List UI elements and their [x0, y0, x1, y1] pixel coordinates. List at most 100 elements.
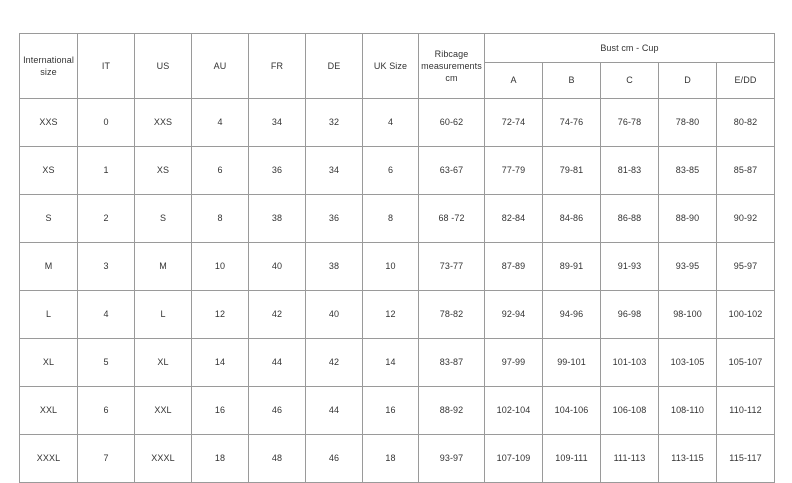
- cell-bust-cup: 92-94: [484, 290, 543, 339]
- cell-international-size: XS: [19, 146, 78, 195]
- cell-de: 42: [305, 338, 363, 387]
- column-header-cup-edd: E/DD: [716, 62, 775, 99]
- cell-it: 4: [77, 290, 135, 339]
- cell-bust-cup: 86-88: [600, 194, 659, 243]
- column-header-uk-size: UK Size: [362, 33, 419, 99]
- cell-international-size: XL: [19, 338, 78, 387]
- cell-bust-cup: 104-106: [542, 386, 601, 435]
- cell-bust-cup: 100-102: [716, 290, 775, 339]
- cell-international-size: XXL: [19, 386, 78, 435]
- table-header: International size IT US AU FR DE UK Siz…: [19, 33, 775, 99]
- table-body: XXS 0 XXS 4 34 32 4 60-62 72-74 74-76 76-78 78-80 80…: [19, 98, 775, 483]
- column-header-cup-c: C: [600, 62, 659, 99]
- cell-au: 10: [191, 242, 249, 291]
- cell-bust-cup: 77-79: [484, 146, 543, 195]
- cell-de: 40: [305, 290, 363, 339]
- cell-ribcage: 68 -72: [418, 194, 485, 243]
- cell-bust-cup: 88-90: [658, 194, 717, 243]
- column-header-au: AU: [191, 33, 249, 99]
- cell-bust-cup: 91-93: [600, 242, 659, 291]
- cell-uk-size: 10: [362, 242, 419, 291]
- cell-fr: 44: [248, 338, 306, 387]
- cell-bust-cup: 111-113: [600, 434, 659, 483]
- cell-it: 0: [77, 98, 135, 147]
- cell-uk-size: 8: [362, 194, 419, 243]
- table-row: XL 5 XL 14 44 42 14 83-87 97-99 99-101 101-103 103-…: [19, 338, 775, 387]
- cell-ribcage: 93-97: [418, 434, 485, 483]
- cell-us: XXL: [134, 386, 192, 435]
- cell-de: 38: [305, 242, 363, 291]
- cell-de: 34: [305, 146, 363, 195]
- cell-us: XL: [134, 338, 192, 387]
- header-row-primary: International size IT US AU FR DE UK Siz…: [19, 33, 775, 99]
- cell-fr: 34: [248, 98, 306, 147]
- cell-de: 36: [305, 194, 363, 243]
- cell-bust-cup: 99-101: [542, 338, 601, 387]
- cell-ribcage: 63-67: [418, 146, 485, 195]
- cell-ribcage: 78-82: [418, 290, 485, 339]
- cell-bust-cup: 103-105: [658, 338, 717, 387]
- cell-de: 44: [305, 386, 363, 435]
- cell-uk-size: 14: [362, 338, 419, 387]
- cell-fr: 40: [248, 242, 306, 291]
- cell-international-size: M: [19, 242, 78, 291]
- cell-bust-cup: 96-98: [600, 290, 659, 339]
- column-header-de: DE: [305, 33, 363, 99]
- cell-au: 8: [191, 194, 249, 243]
- cell-au: 12: [191, 290, 249, 339]
- cell-us: M: [134, 242, 192, 291]
- cell-international-size: XXS: [19, 98, 78, 147]
- cell-us: S: [134, 194, 192, 243]
- column-header-ribcage-measurements: Ribcage measurements cm: [418, 33, 485, 99]
- cell-bust-cup: 95-97: [716, 242, 775, 291]
- cell-au: 14: [191, 338, 249, 387]
- column-header-us: US: [134, 33, 192, 99]
- cell-bust-cup: 72-74: [484, 98, 543, 147]
- cell-fr: 38: [248, 194, 306, 243]
- cell-international-size: XXXL: [19, 434, 78, 483]
- cell-bust-cup: 108-110: [658, 386, 717, 435]
- cell-bust-cup: 97-99: [484, 338, 543, 387]
- cell-bust-cup: 93-95: [658, 242, 717, 291]
- size-chart-table: International size IT US AU FR DE UK Siz…: [19, 33, 775, 483]
- cell-bust-cup: 109-111: [542, 434, 601, 483]
- cell-bust-cup: 90-92: [716, 194, 775, 243]
- cell-bust-cup: 78-80: [658, 98, 717, 147]
- table-row: XXL 6 XXL 16 46 44 16 88-92 102-104 104-106 106-10…: [19, 386, 775, 435]
- cell-bust-cup: 106-108: [600, 386, 659, 435]
- cell-us: XS: [134, 146, 192, 195]
- cell-bust-cup: 84-86: [542, 194, 601, 243]
- cell-bust-cup: 82-84: [484, 194, 543, 243]
- header-row-cups: A B C D E/DD: [20, 62, 775, 99]
- cell-au: 4: [191, 98, 249, 147]
- table-row: S 2 S 8 38 36 8 68 -72 82-84 84-86 86-88 88-90 90-92: [19, 194, 775, 243]
- cell-bust-cup: 76-78: [600, 98, 659, 147]
- cell-uk-size: 16: [362, 386, 419, 435]
- cell-uk-size: 12: [362, 290, 419, 339]
- table-row: XXXL 7 XXXL 18 48 46 18 93-97 107-109 109-111 111-…: [19, 434, 775, 483]
- column-header-cup-b: B: [542, 62, 601, 99]
- table-row: XS 1 XS 6 36 34 6 63-67 77-79 79-81 81-83 83-85 85-8…: [19, 146, 775, 195]
- cell-international-size: S: [19, 194, 78, 243]
- cell-ribcage: 60-62: [418, 98, 485, 147]
- size-chart-page: International size IT US AU FR DE UK Siz…: [19, 33, 775, 483]
- column-header-it: IT: [77, 33, 135, 99]
- cell-de: 46: [305, 434, 363, 483]
- cell-bust-cup: 113-115: [658, 434, 717, 483]
- table-row: M 3 M 10 40 38 10 73-77 87-89 89-91 91-93 93-95 95-9…: [19, 242, 775, 291]
- cell-ribcage: 83-87: [418, 338, 485, 387]
- cell-bust-cup: 79-81: [542, 146, 601, 195]
- cell-bust-cup: 94-96: [542, 290, 601, 339]
- cell-fr: 48: [248, 434, 306, 483]
- cell-bust-cup: 81-83: [600, 146, 659, 195]
- cell-bust-cup: 83-85: [658, 146, 717, 195]
- column-header-cup-a: A: [484, 62, 543, 99]
- cell-it: 6: [77, 386, 135, 435]
- cell-it: 2: [77, 194, 135, 243]
- cell-bust-cup: 102-104: [484, 386, 543, 435]
- cell-fr: 46: [248, 386, 306, 435]
- cell-bust-cup: 107-109: [484, 434, 543, 483]
- table-row: XXS 0 XXS 4 34 32 4 60-62 72-74 74-76 76-78 78-80 80…: [19, 98, 775, 147]
- cell-au: 6: [191, 146, 249, 195]
- cell-bust-cup: 98-100: [658, 290, 717, 339]
